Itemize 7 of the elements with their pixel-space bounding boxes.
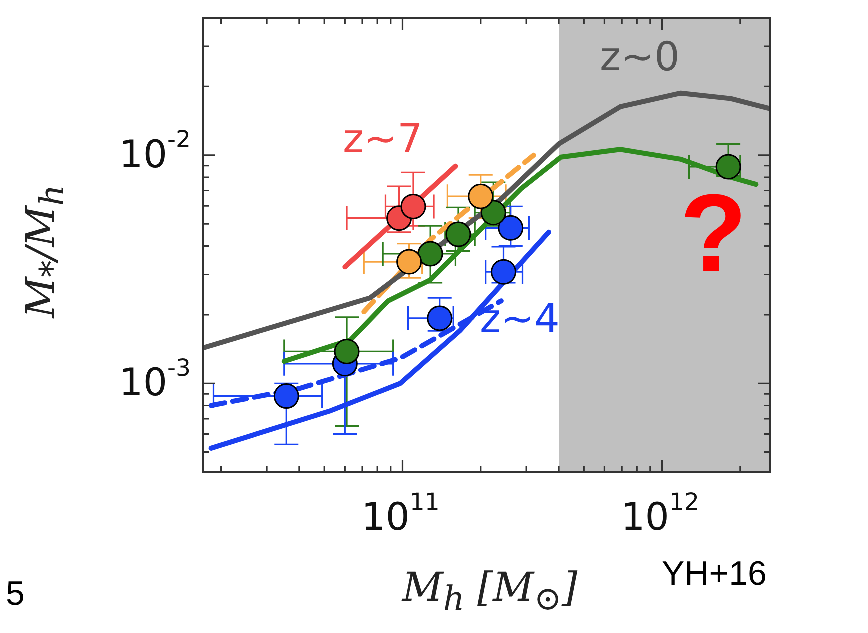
series-label: z~4 xyxy=(480,296,560,342)
annotation: ? xyxy=(680,171,748,297)
text: 5 xyxy=(6,575,25,614)
series-label: z~7 xyxy=(343,116,423,162)
series-label: z~0 xyxy=(600,34,680,80)
text: YH+16 xyxy=(662,555,767,594)
x-axis-title: M$_{h}$ [M$_{⊙}$] xyxy=(400,565,579,618)
